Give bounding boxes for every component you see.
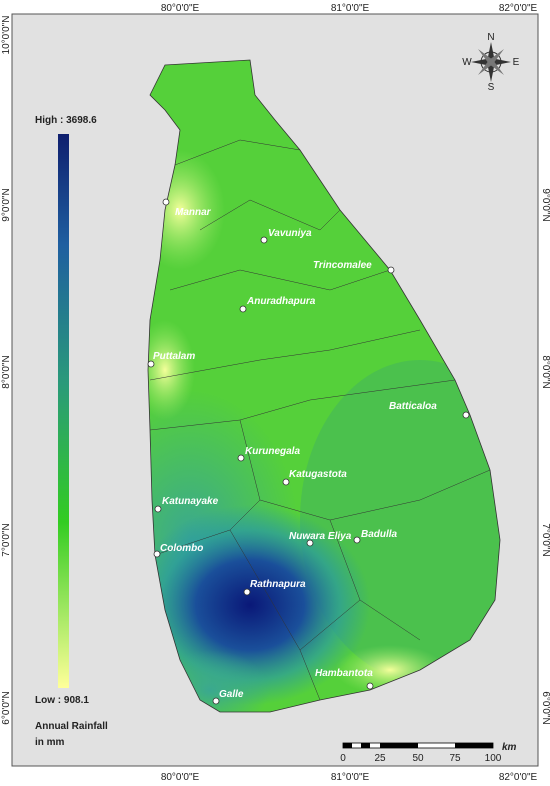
lon-label: 81°0'0"E — [331, 3, 370, 14]
coastline — [147, 59, 501, 713]
scale-label: 100 — [485, 753, 502, 764]
compass-letter: E — [513, 57, 520, 68]
city-label: Anuradhapura — [246, 296, 316, 307]
lat-label: 6°0'0"N — [540, 691, 550, 724]
cities — [147, 198, 470, 705]
scale-bar: 0 25 50 75 100 km — [340, 742, 516, 764]
lat-label: 7°0'0"N — [1, 523, 12, 556]
city-label: Katugastota — [289, 469, 347, 480]
legend-title: in mm — [35, 737, 65, 748]
legend-title: Annual Rainfall — [35, 721, 108, 732]
lat-label: 6°0'0"N — [1, 691, 12, 724]
lon-label: 82°0'0"E — [499, 772, 538, 783]
city-label: Batticaloa — [389, 401, 437, 412]
lat-label: 8°0'0"N — [540, 355, 550, 388]
city-label: Vavuniya — [268, 228, 312, 239]
city-marker — [212, 697, 220, 705]
color-ramp — [58, 134, 69, 688]
city-label: Puttalam — [153, 351, 195, 362]
city-marker — [162, 198, 170, 206]
city-marker — [462, 411, 470, 419]
lat-label: 9°0'0"N — [540, 188, 550, 221]
city-marker — [153, 550, 161, 558]
compass-letter: S — [488, 82, 495, 93]
lat-label: 7°0'0"N — [540, 523, 550, 556]
coordinate-labels: 80°0'0"E 81°0'0"E 82°0'0"E 80°0'0"E 81°0… — [1, 3, 550, 783]
city-label: Nuwara Eliya — [289, 531, 352, 542]
legend-low: Low : 908.1 — [35, 695, 89, 706]
city-label: Katunayake — [162, 496, 219, 507]
lat-label: 10°0'0"N — [1, 16, 12, 55]
city-marker — [306, 539, 314, 547]
scale-label: 75 — [449, 753, 461, 764]
compass-letter: N — [487, 32, 494, 43]
city-label: Kurunegala — [245, 446, 300, 457]
city-marker — [387, 266, 395, 274]
city-marker — [237, 454, 245, 462]
lat-label: 9°0'0"N — [1, 188, 12, 221]
lon-label: 80°0'0"E — [161, 3, 200, 14]
city-label: Mannar — [175, 207, 212, 218]
city-marker — [260, 236, 268, 244]
lon-label: 82°0'0"E — [499, 3, 538, 14]
legend: High : 3698.6 Low : 908.1 Annual Rainfal… — [35, 115, 108, 748]
city-label: Galle — [219, 689, 244, 700]
compass-rose: N E S W — [462, 32, 519, 93]
city-labels: Mannar Vavuniya Trincomalee Anuradhapura… — [153, 207, 437, 700]
city-marker — [353, 536, 361, 544]
city-label: Hambantota — [315, 668, 373, 679]
district-borders — [149, 139, 491, 701]
city-marker — [154, 505, 162, 513]
city-label: Trincomalee — [313, 260, 372, 271]
city-label: Rathnapura — [250, 579, 306, 590]
city-label: Badulla — [361, 529, 398, 540]
city-label: Colombo — [160, 543, 203, 554]
city-marker — [147, 360, 155, 368]
lat-label: 8°0'0"N — [1, 355, 12, 388]
legend-high: High : 3698.6 — [35, 115, 97, 126]
lon-label: 80°0'0"E — [161, 772, 200, 783]
lon-label: 81°0'0"E — [331, 772, 370, 783]
city-marker — [366, 682, 374, 690]
city-marker — [243, 588, 251, 596]
compass-letter: W — [462, 57, 472, 68]
scale-label: 25 — [374, 753, 386, 764]
scale-label: 0 — [340, 753, 346, 764]
city-marker — [282, 478, 290, 486]
scale-unit: km — [502, 742, 517, 753]
scale-label: 50 — [412, 753, 424, 764]
city-marker — [239, 305, 247, 313]
